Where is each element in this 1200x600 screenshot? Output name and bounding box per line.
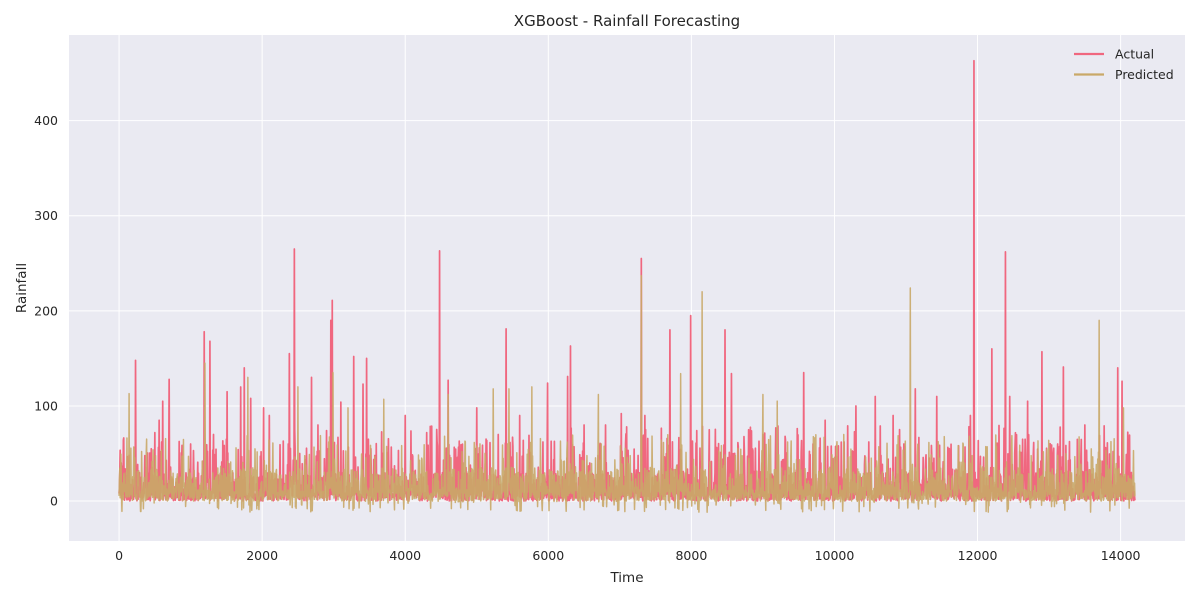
grid — [69, 35, 1185, 541]
series-group — [118, 59, 1136, 514]
x-tick-label: 6000 — [532, 548, 564, 563]
x-tick-label: 2000 — [246, 548, 278, 563]
x-tick-label: 10000 — [815, 548, 855, 563]
x-axis-label: Time — [609, 570, 643, 586]
x-tick-label: 0 — [115, 548, 123, 563]
x-tick-label: 14000 — [1101, 548, 1141, 563]
legend-label-actual: Actual — [1115, 47, 1154, 62]
x-tick-label: 4000 — [389, 548, 421, 563]
y-tick-label: 400 — [34, 113, 58, 128]
x-tick-label: 12000 — [958, 548, 998, 563]
y-tick-label: 200 — [34, 303, 58, 318]
legend: Actual Predicted — [1074, 47, 1174, 82]
y-tick-label: 0 — [50, 494, 58, 509]
y-tick-label: 100 — [34, 398, 58, 413]
y-tick-label: 300 — [34, 208, 58, 223]
legend-label-predicted: Predicted — [1115, 67, 1174, 82]
x-tick-label: 8000 — [675, 548, 707, 563]
series-line-predicted — [118, 274, 1136, 514]
chart-title: XGBoost - Rainfall Forecasting — [514, 12, 740, 30]
y-axis-label: Rainfall — [14, 263, 30, 313]
tick-labels: 0 2000 4000 6000 8000 10000 12000 14000 0 100 200 3… — [34, 113, 1140, 563]
